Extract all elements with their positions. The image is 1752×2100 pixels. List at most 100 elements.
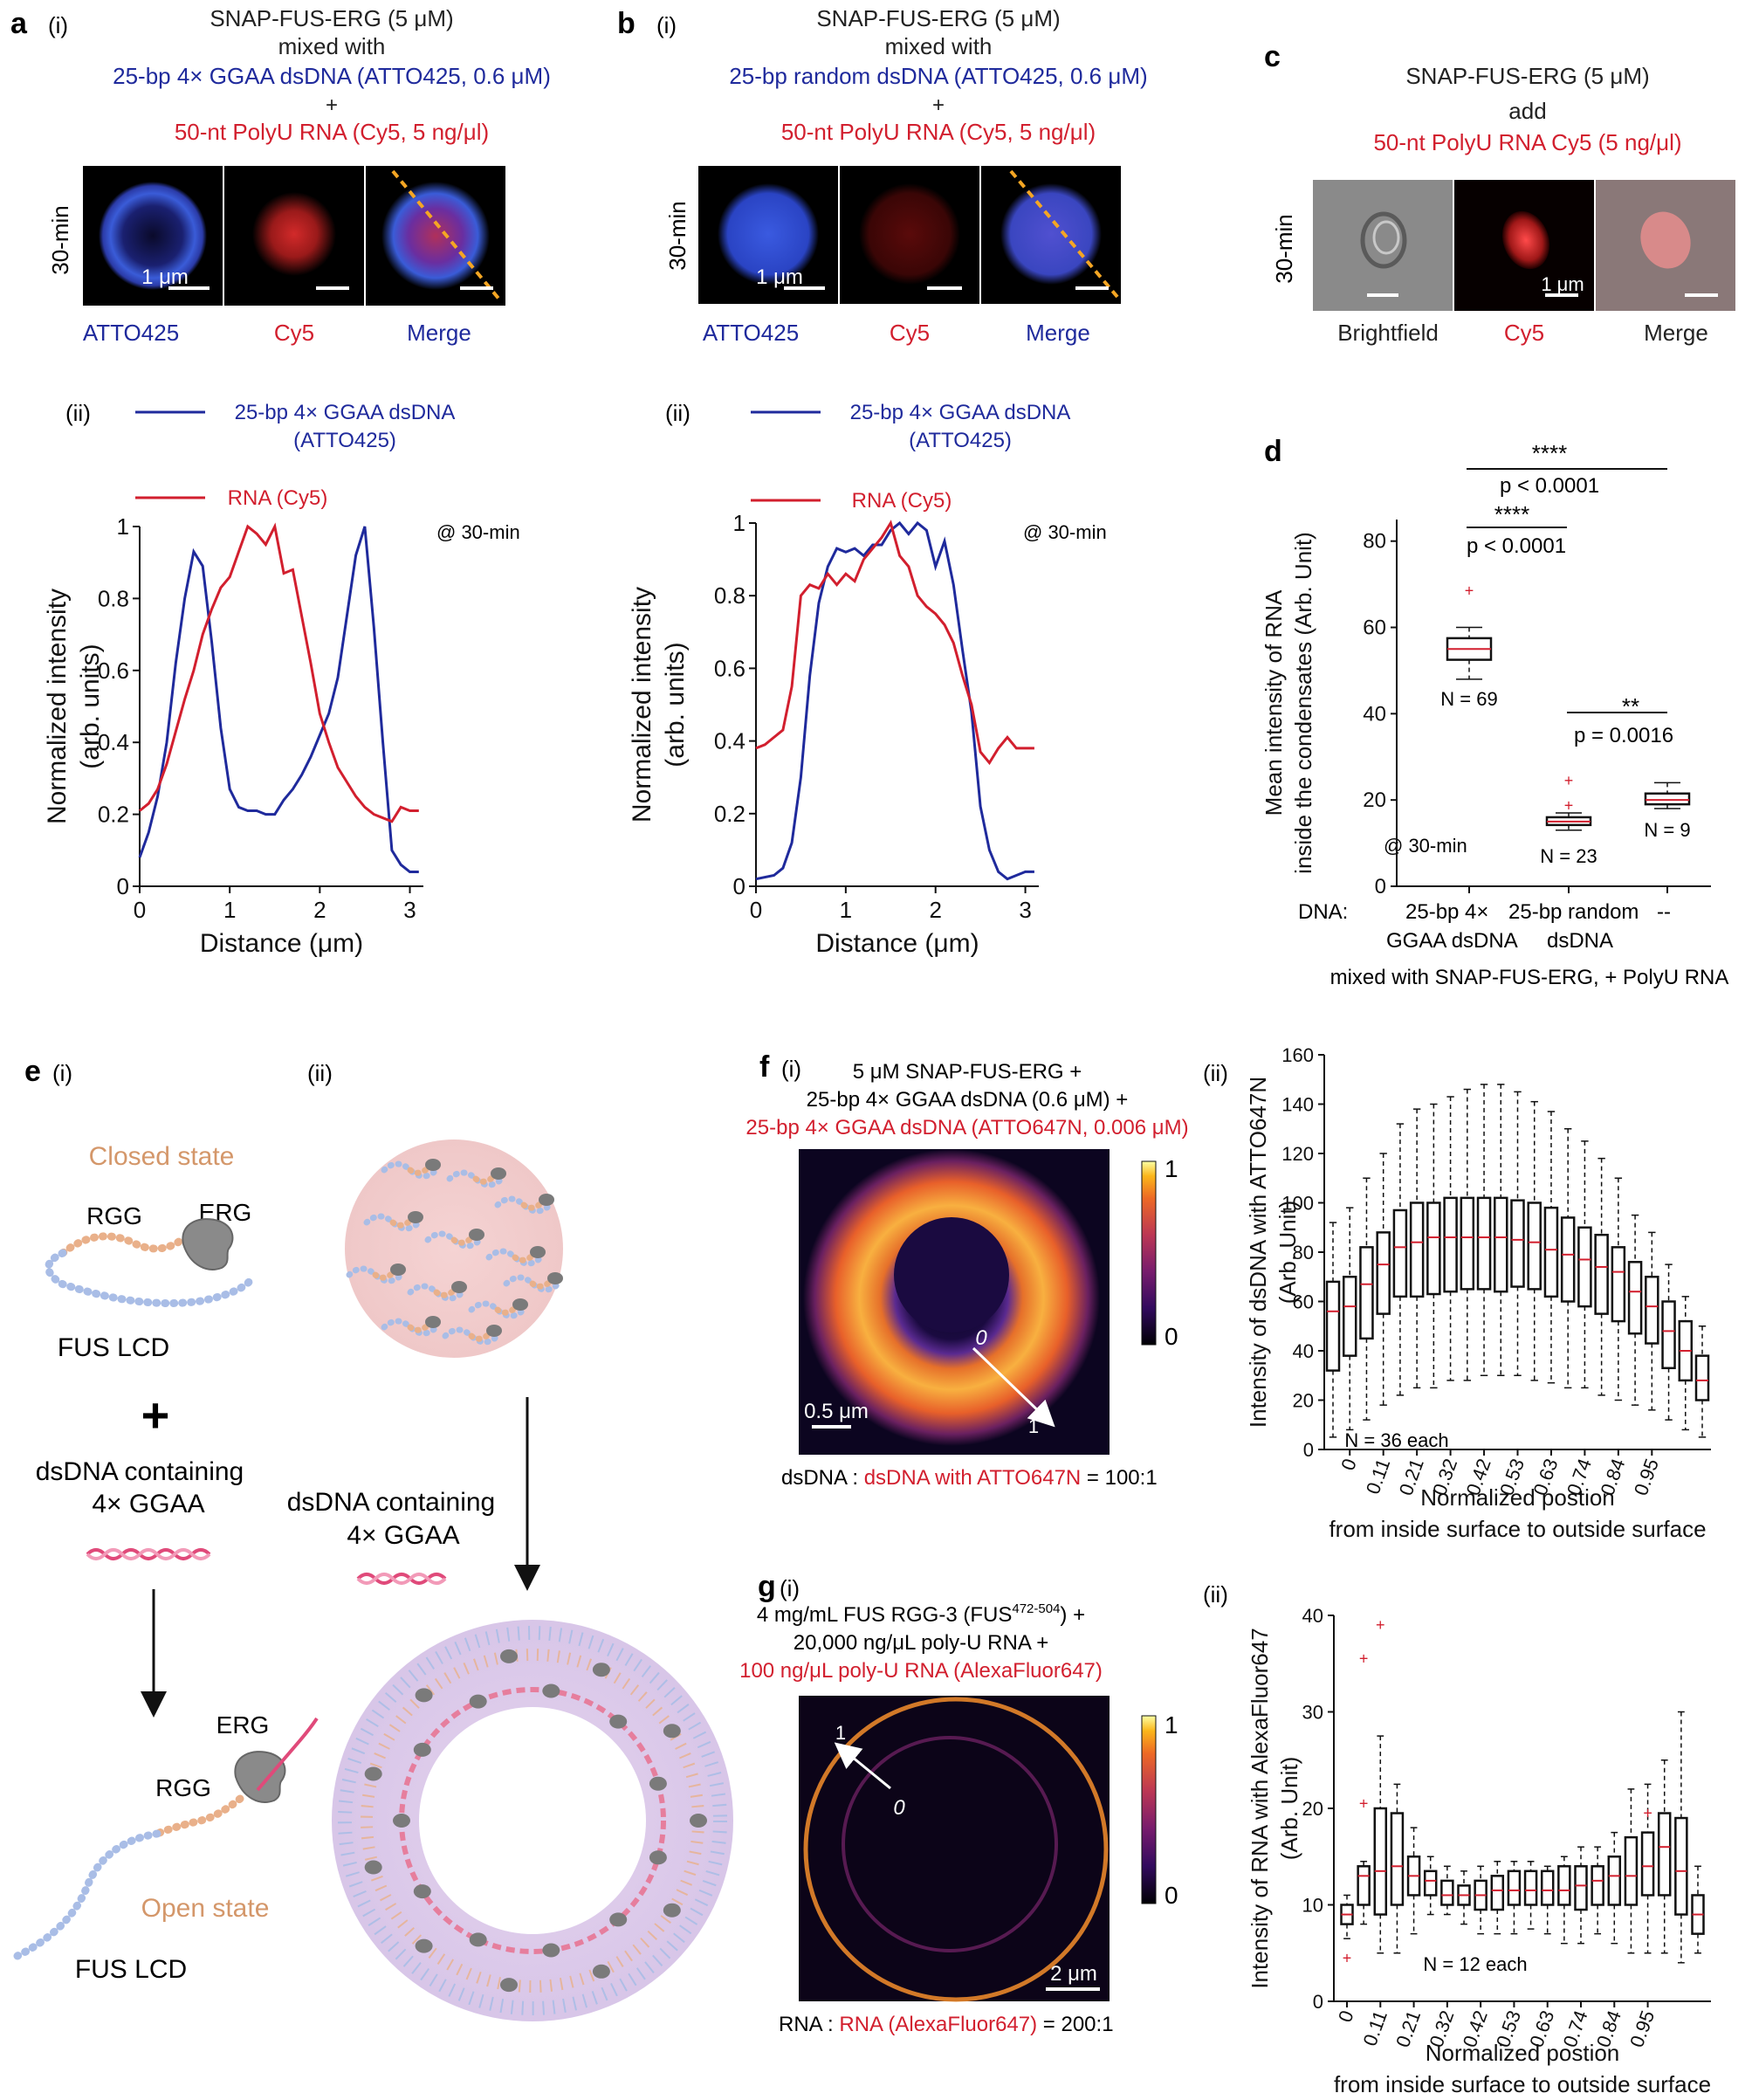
channel-b-1: ATTO425 xyxy=(703,320,799,346)
y-tick-label: 80 xyxy=(1293,1242,1314,1263)
rgg-label-closed: RGG xyxy=(86,1202,142,1229)
box-iqr xyxy=(1376,1231,1391,1315)
y-tick-label: 0.4 xyxy=(714,728,745,754)
note-a: @ 30-min xyxy=(436,521,520,543)
erg-domain xyxy=(486,1325,502,1337)
roman-ii-g: (ii) xyxy=(1203,1581,1228,1608)
erg-label-open: ERG xyxy=(216,1711,270,1739)
condensate-a-cy5 xyxy=(252,192,336,276)
erg-domain xyxy=(542,1683,560,1698)
box-1: ++ xyxy=(1357,1650,1371,1925)
profile-arrow-f xyxy=(972,1346,1055,1428)
channel-a-1: ATTO425 xyxy=(83,320,179,346)
y-tick-label: 0 xyxy=(1313,1991,1323,2013)
box-iqr xyxy=(1494,1196,1508,1293)
box-10 xyxy=(1494,1084,1508,1376)
arrow-end-g: 1 xyxy=(835,1722,846,1744)
title-b-2: mixed with xyxy=(885,33,993,59)
ratio-g: RNA : RNA (AlexaFluor647) = 200:1 xyxy=(779,2013,1114,2036)
title-g-sup: 472-504 xyxy=(1012,1601,1060,1616)
panel-letter-e: e xyxy=(24,1055,41,1088)
erg-domain xyxy=(425,1316,441,1328)
ratio-g-part1: RNA : xyxy=(779,2013,839,2036)
box-8 xyxy=(1474,1865,1487,1935)
legend-blue-b-1: 25-bp 4× GGAA dsDNA xyxy=(850,401,1071,424)
box-iqr xyxy=(1577,1226,1592,1308)
box-iqr xyxy=(1661,1300,1676,1370)
erg-domain xyxy=(415,1938,433,1953)
box-iqr xyxy=(1460,1196,1475,1291)
profile-line-a xyxy=(391,169,502,302)
x-axis-label-2: from inside surface to outside surface xyxy=(1334,2071,1711,2097)
box-19 xyxy=(1645,1231,1659,1411)
colorbar-f xyxy=(1141,1160,1157,1346)
outlier: + xyxy=(1359,1794,1369,1812)
condensate-b-merge xyxy=(1000,183,1102,285)
y-tick-label: 40 xyxy=(1363,702,1386,726)
y-tick-label: 20 xyxy=(1293,1390,1314,1412)
box-iqr xyxy=(1423,1869,1438,1897)
x-axis-label-1: Normalized postion xyxy=(1420,1484,1615,1511)
title-c-3: 50-nt PolyU RNA Cy5 (5 ng/μl) xyxy=(1373,129,1681,155)
y-tick-label: 30 xyxy=(1302,1702,1323,1724)
y-tick-label: 80 xyxy=(1363,530,1386,554)
x-axis-label: Distance (μm) xyxy=(815,929,979,958)
panel-letter-d: d xyxy=(1264,435,1282,468)
box-4 xyxy=(1406,1827,1421,1935)
outlier: + xyxy=(1376,1616,1385,1634)
box-21 xyxy=(1691,1865,1705,1954)
condensate-e-top-molecules xyxy=(346,1159,563,1346)
panel-letter-a: a xyxy=(10,7,28,40)
erg-domain xyxy=(547,1272,563,1284)
dna-label-d: DNA: xyxy=(1298,900,1348,924)
lcd-chain-open xyxy=(13,1829,161,1960)
n-label-g: N = 12 each xyxy=(1423,1953,1527,1975)
title-f-3: 25-bp 4× GGAA dsDNA (ATTO647N, 0.006 μM) xyxy=(745,1116,1188,1140)
title-g-3: 100 ng/μL poly-U RNA (AlexaFluor647) xyxy=(739,1659,1103,1683)
condensate-e-hollow xyxy=(419,1707,646,1934)
box-20 xyxy=(1661,1263,1676,1421)
box-iqr xyxy=(1607,1856,1622,1906)
box-iqr xyxy=(1342,1276,1357,1357)
box-16 xyxy=(1607,1831,1622,1945)
panel-letter-b: b xyxy=(617,7,636,40)
y-tick-label: 120 xyxy=(1281,1143,1314,1165)
x-tick-label: 0 xyxy=(750,897,762,923)
box-5 xyxy=(1423,1856,1438,1916)
ratio-f: dsDNA : dsDNA with ATTO647N = 100:1 xyxy=(781,1466,1158,1490)
x-axis-label: Distance (μm) xyxy=(200,929,363,958)
box-1: ++ xyxy=(1545,772,1592,831)
outlier: + xyxy=(1643,1805,1652,1822)
x-tick-label: 0.11 xyxy=(1362,1456,1395,1497)
scale-label-f: 0.5 μm xyxy=(804,1400,869,1423)
erg-domain xyxy=(542,1943,560,1958)
title-f-2: 25-bp 4× GGAA dsDNA (0.6 μM) + xyxy=(807,1088,1129,1112)
y-tick-label: 0 xyxy=(1375,875,1386,899)
sig1-stars: **** xyxy=(1532,440,1567,466)
roman-ii-f: (ii) xyxy=(1203,1060,1228,1086)
y-axis-label-1: Mean intensity of RNA xyxy=(1261,589,1287,816)
legend-red-b: RNA (Cy5) xyxy=(852,489,952,513)
erg-domain xyxy=(649,1850,667,1865)
box-iqr xyxy=(1674,1816,1688,1916)
cbar-g-min: 0 xyxy=(1165,1882,1178,1909)
box-20 xyxy=(1674,1711,1688,1964)
box-7 xyxy=(1457,1870,1471,1925)
box-iqr xyxy=(1657,1812,1672,1897)
box-14 xyxy=(1560,1128,1576,1389)
box-13 xyxy=(1543,1111,1559,1384)
dsdna-label-e1-2: 4× GGAA xyxy=(92,1490,204,1518)
side-label-c: 30-min xyxy=(1271,214,1297,283)
y-tick-label: 0.4 xyxy=(98,729,129,755)
box-17 xyxy=(1611,1177,1626,1401)
fus-lcd-label-open: FUS LCD xyxy=(75,1955,187,1984)
sig3-p: p = 0.0016 xyxy=(1574,724,1673,747)
erg-domain xyxy=(539,1194,554,1206)
cat-d-3: -- xyxy=(1657,900,1671,924)
channel-a-3: Merge xyxy=(407,320,471,346)
y-axis-label-2: (Arb. Unit) xyxy=(1276,1757,1302,1860)
box-2 xyxy=(1359,1177,1374,1421)
x-axis-label-2: from inside surface to outside surface xyxy=(1329,1516,1706,1542)
side-label-b: 30-min xyxy=(664,201,690,270)
box-iqr xyxy=(1557,1865,1571,1906)
